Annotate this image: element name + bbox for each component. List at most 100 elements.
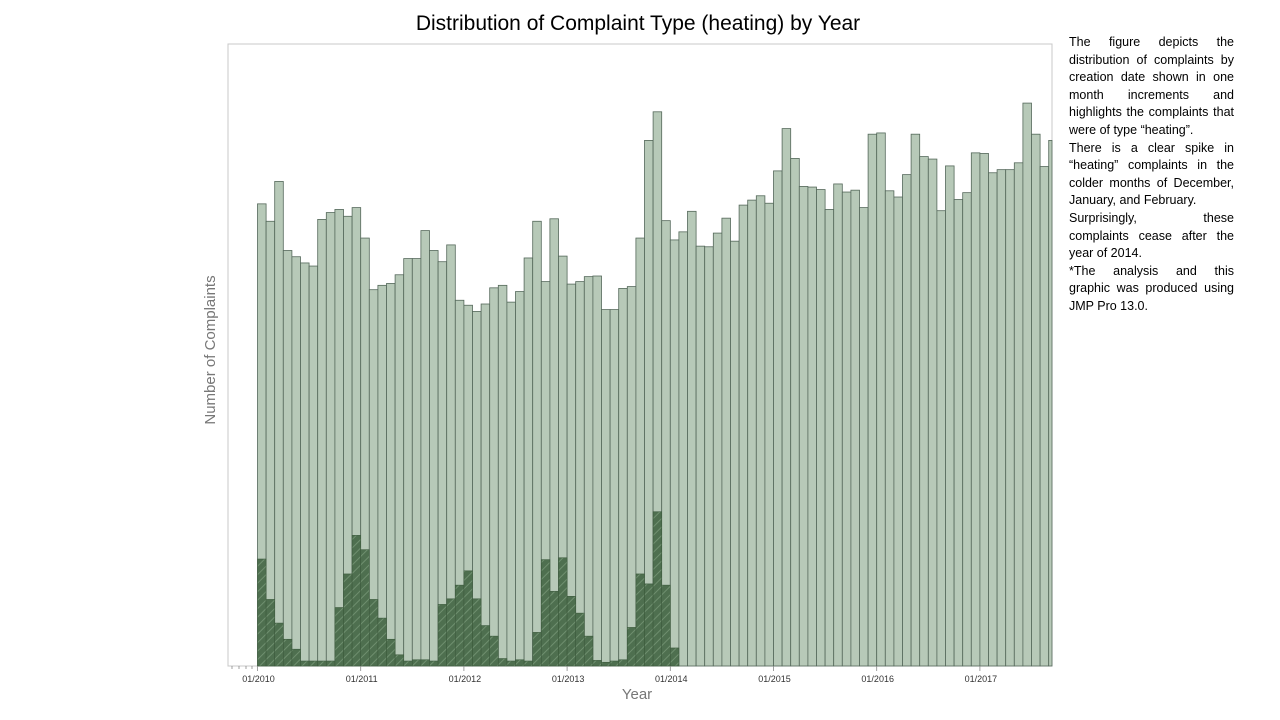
bar-heating [515, 659, 525, 667]
bar-all-complaints [411, 258, 422, 667]
bar-heating [661, 584, 671, 667]
bar-all-complaints [962, 192, 972, 667]
bar-heating [601, 661, 611, 667]
bar-heating [429, 660, 439, 667]
bar-heating [325, 660, 336, 667]
bar-all-complaints [712, 232, 723, 667]
bar-heating [635, 573, 645, 667]
bar-heating [523, 660, 533, 667]
bar-heating [300, 660, 310, 667]
bar-all-complaints [919, 156, 929, 667]
bar-all-complaints [626, 286, 637, 667]
bar-all-complaints [601, 309, 611, 667]
bar-all-complaints [721, 217, 731, 667]
bar-all-complaints [841, 191, 852, 667]
bar-heating [575, 612, 585, 667]
bar-all-complaints [506, 301, 516, 667]
bar-all-complaints [927, 158, 938, 667]
bar-all-complaints [1013, 162, 1024, 667]
bar-all-complaints [884, 190, 895, 667]
bar-all-complaints [902, 174, 912, 667]
bar-all-complaints [1031, 133, 1041, 667]
bar-all-complaints [910, 133, 921, 667]
x-tick-label: 01/2015 [758, 674, 791, 684]
bar-all-complaints [480, 303, 491, 667]
bar-heating [669, 647, 680, 667]
bar-all-complaints [609, 309, 620, 667]
bar-all-complaints [687, 210, 697, 667]
bar-all-complaints [953, 199, 964, 667]
bar-all-complaints [704, 246, 714, 667]
y-axis-title: Number of Complaints [202, 275, 219, 424]
bar-heating [282, 638, 293, 667]
bar-all-complaints [308, 265, 319, 667]
x-axis-title: Year [622, 686, 652, 703]
bar-all-complaints [764, 202, 774, 667]
bar-all-complaints [695, 245, 706, 667]
bar-all-complaints [738, 204, 749, 667]
bar-all-complaints [867, 133, 878, 667]
bar-all-complaints [1048, 140, 1053, 667]
bar-all-complaints [592, 275, 602, 667]
note-paragraph: The figure depicts the distribution of c… [1069, 35, 1234, 137]
bar-heating [274, 622, 284, 667]
note-paragraph: There is a clear spike in “heating” comp… [1069, 140, 1234, 208]
series-all-complaints [257, 102, 1053, 667]
bar-all-complaints [807, 186, 817, 667]
bar-heating [394, 654, 405, 667]
bar-all-complaints [833, 183, 843, 667]
bar-all-complaints [377, 284, 387, 667]
bar-all-complaints [781, 128, 792, 667]
bar-all-complaints [523, 257, 534, 667]
bar-all-complaints [755, 195, 766, 667]
x-tick-label: 01/2016 [861, 674, 894, 684]
bar-all-complaints [291, 256, 301, 667]
bar-heating [351, 535, 362, 667]
x-tick-label: 01/2014 [655, 674, 688, 684]
bar-heating [532, 632, 542, 667]
bar-all-complaints [583, 276, 594, 667]
bar-all-complaints [334, 209, 344, 667]
bar-all-complaints [669, 239, 680, 667]
bar-heating [626, 627, 637, 667]
bar-heating [497, 658, 508, 667]
x-axis: 01/2010 01/2011 01/2012 01/2013 01/2014 01/20… [231, 666, 998, 684]
bar-all-complaints [420, 230, 430, 667]
bar-heating [317, 660, 327, 667]
bar-all-complaints [893, 196, 903, 667]
bar-heating [506, 660, 516, 667]
bar-all-complaints [790, 158, 800, 667]
bar-all-complaints [497, 284, 508, 667]
bar-all-complaints [798, 186, 809, 667]
bar-heating [549, 591, 559, 667]
bar-heating [592, 660, 602, 667]
bar-heating [489, 635, 499, 667]
bar-heating [368, 599, 379, 667]
bar-all-complaints [300, 262, 310, 667]
note-paragraph: Surprisingly, these complaints cease aft… [1069, 210, 1234, 261]
bar-heating [377, 617, 387, 667]
bar-all-complaints [282, 250, 293, 667]
bar-all-complaints [747, 199, 757, 667]
x-tick-label: 01/2017 [965, 674, 998, 684]
bar-all-complaints [1005, 169, 1015, 667]
bar-all-complaints [394, 274, 405, 667]
bar-heating [360, 549, 370, 667]
bar-all-complaints [1022, 102, 1032, 667]
annotation-text: The figure depicts the distribution of c… [1069, 34, 1234, 316]
bar-heating [472, 598, 482, 667]
bar-heating [480, 625, 491, 667]
bar-heating [420, 659, 430, 667]
bar-all-complaints [816, 189, 826, 667]
bar-all-complaints [1039, 166, 1050, 667]
bar-all-complaints [678, 231, 688, 667]
note-paragraph: *The analysis and this graphic was produ… [1069, 263, 1234, 313]
bar-all-complaints [876, 132, 886, 667]
bar-all-complaints [988, 172, 998, 667]
bar-all-complaints [618, 288, 628, 667]
bar-heating [437, 604, 448, 667]
bar-heating [609, 660, 619, 667]
bar-all-complaints [317, 219, 327, 667]
bar-heating [265, 599, 276, 667]
